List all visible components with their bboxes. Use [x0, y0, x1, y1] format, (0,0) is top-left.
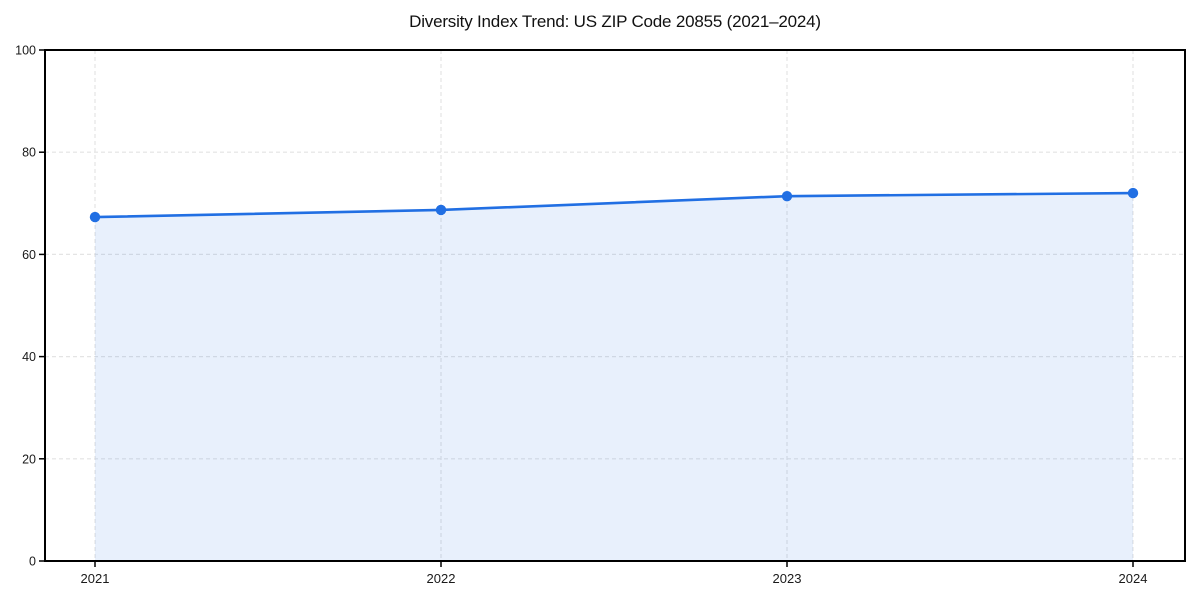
- x-tick-label: 2023: [773, 571, 802, 586]
- area-fill: [95, 193, 1133, 561]
- y-tick-label: 40: [22, 350, 36, 364]
- plot-border: [44, 49, 1186, 562]
- data-point-2021: [89, 211, 101, 223]
- x-tick-label: 2022: [427, 571, 456, 586]
- y-tick-label: 0: [29, 555, 36, 569]
- data-point-2024: [1127, 187, 1139, 199]
- x-tick-label: 2024: [1119, 571, 1148, 586]
- y-tick-label: 100: [15, 44, 36, 58]
- data-point-2022: [435, 204, 447, 216]
- chart-title: Diversity Index Trend: US ZIP Code 20855…: [409, 12, 821, 31]
- y-tick-label: 60: [22, 248, 36, 262]
- y-tick-label: 20: [22, 452, 36, 466]
- data-point-2023: [781, 190, 793, 202]
- y-tick-label: 80: [22, 146, 36, 160]
- x-tick-label: 2021: [81, 571, 110, 586]
- trend-line: [93, 191, 1135, 219]
